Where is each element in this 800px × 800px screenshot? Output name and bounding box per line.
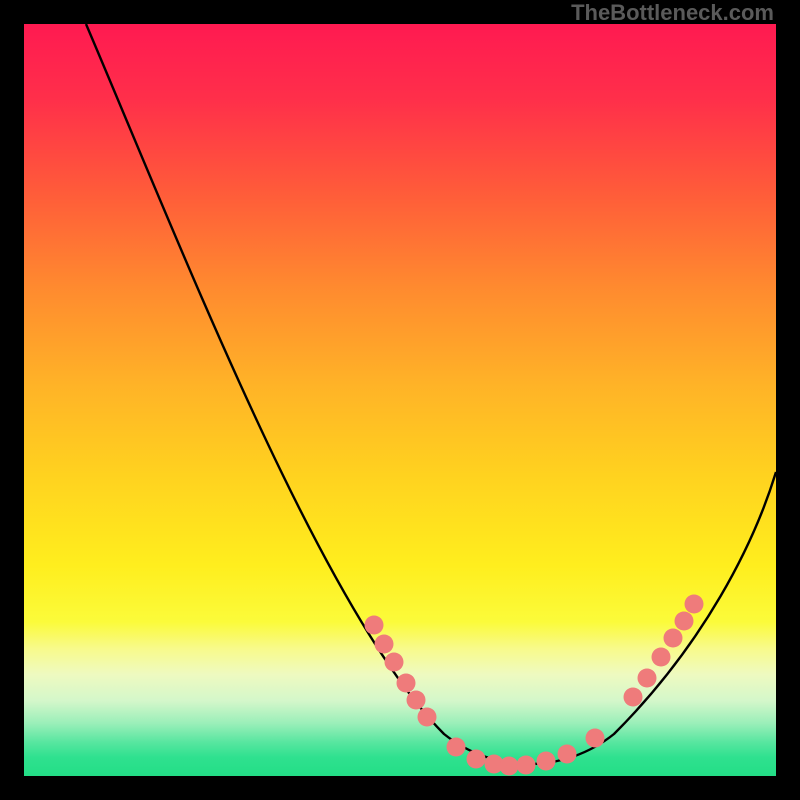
curve-marker xyxy=(407,691,426,710)
curve-marker xyxy=(517,756,536,775)
curve-marker xyxy=(447,738,466,757)
curve-marker xyxy=(467,750,486,769)
curve-marker xyxy=(537,752,556,771)
curve-marker xyxy=(365,616,384,635)
curve-marker xyxy=(397,674,416,693)
curve-marker xyxy=(385,653,404,672)
curve-marker xyxy=(664,629,683,648)
curve-marker xyxy=(500,757,519,776)
curve-marker xyxy=(375,635,394,654)
chart-frame: TheBottleneck.com xyxy=(0,0,800,800)
curve-marker xyxy=(586,729,605,748)
source-watermark: TheBottleneck.com xyxy=(571,0,774,26)
curve-marker xyxy=(675,612,694,631)
curve-marker xyxy=(418,708,437,727)
curve-marker xyxy=(685,595,704,614)
curve-marker xyxy=(638,669,657,688)
plot-area xyxy=(24,24,776,776)
curve-marker xyxy=(558,745,577,764)
curve-marker xyxy=(624,688,643,707)
bottleneck-chart-svg xyxy=(24,24,776,776)
curve-marker xyxy=(652,648,671,667)
